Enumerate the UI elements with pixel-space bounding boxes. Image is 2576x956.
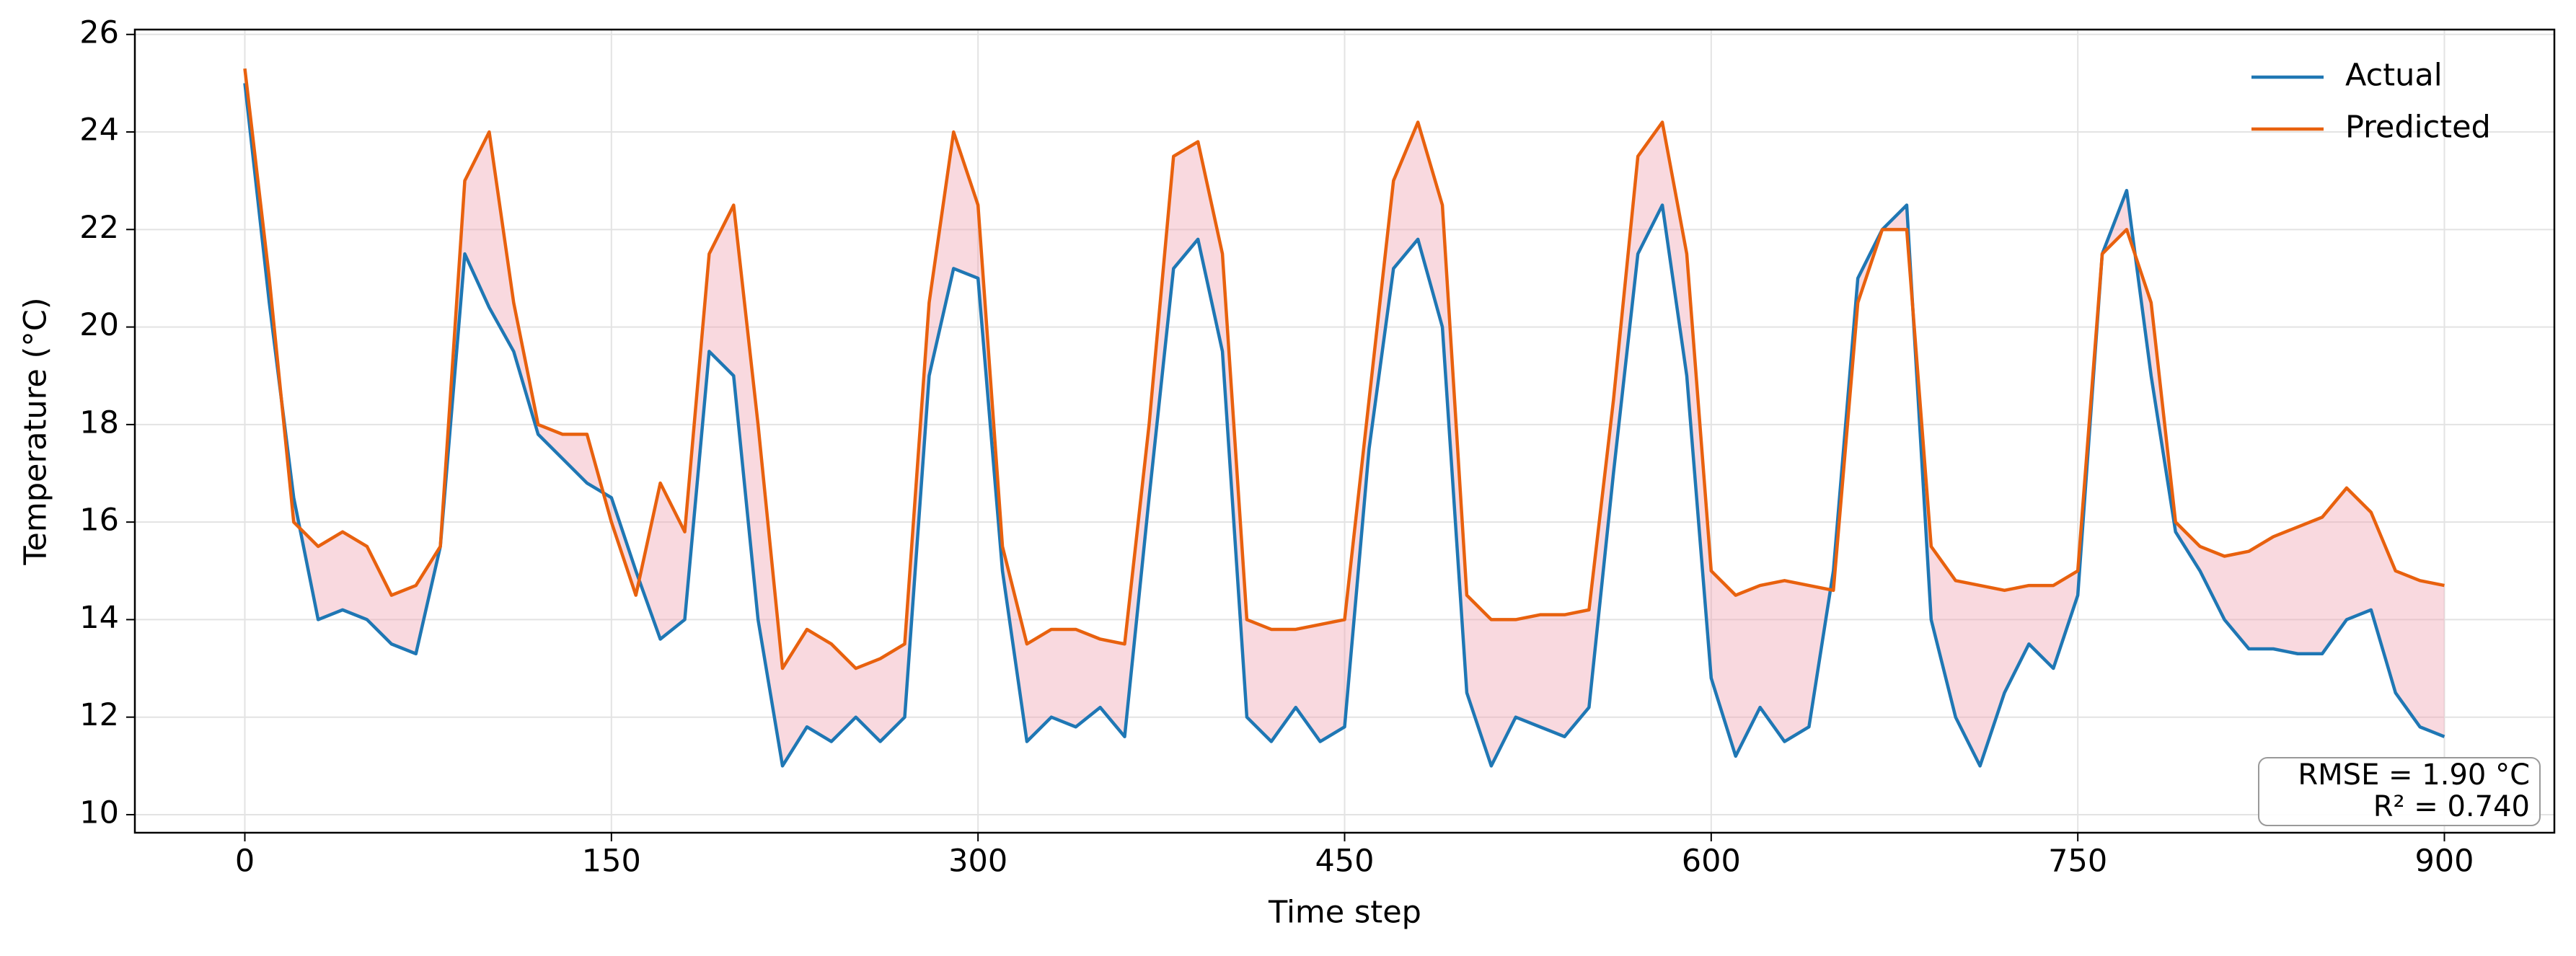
y-axis-label: Temperature (°C) <box>18 297 54 565</box>
annotation: R² = 0.740 <box>2373 790 2530 823</box>
y-tick-label: 20 <box>79 307 119 343</box>
x-tick-label: 150 <box>582 844 641 880</box>
plot-frame <box>133 28 2556 834</box>
annotation: RMSE = 1.90 °C <box>2298 758 2530 792</box>
x-axis-label: Time step <box>1268 895 1421 931</box>
annotation-box <box>2258 757 2541 826</box>
y-tick-label: 18 <box>79 404 119 441</box>
x-tick-label: 300 <box>948 844 1007 880</box>
x-tick-label: 450 <box>1315 844 1374 880</box>
legend-label: Predicted <box>2345 110 2491 146</box>
y-tick-label: 10 <box>79 795 119 831</box>
y-tick-label: 24 <box>79 112 119 149</box>
x-tick-label: 900 <box>2414 844 2474 880</box>
y-tick-label: 14 <box>79 600 119 636</box>
x-tick-label: 0 <box>235 844 255 880</box>
line-series <box>243 83 2445 768</box>
y-tick-label: 16 <box>79 503 119 539</box>
line-series <box>243 68 2445 670</box>
y-tick-label: 26 <box>79 14 119 50</box>
legend-label: Actual <box>2345 58 2443 94</box>
y-tick-label: 12 <box>79 697 119 733</box>
fill-between <box>244 68 2445 766</box>
x-tick-label: 600 <box>1682 844 1741 880</box>
x-tick-label: 750 <box>2048 844 2107 880</box>
y-tick-label: 22 <box>79 210 119 246</box>
